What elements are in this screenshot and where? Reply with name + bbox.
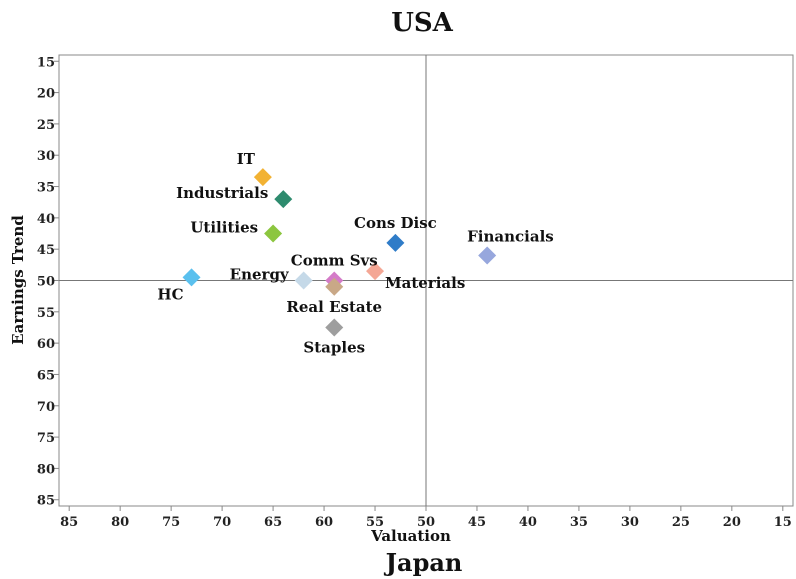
y-tick-label: 35 [37,181,55,196]
x-tick-label: 55 [366,515,384,530]
x-tick-label: 75 [162,515,180,530]
y-axis-title: Earnings Trend [9,215,27,345]
label-cons-disc: Cons Disc [354,214,437,232]
point-real-estate [325,277,344,296]
point-energy [294,271,313,290]
label-materials: Materials [385,274,465,292]
x-tick-label: 40 [519,515,537,530]
x-tick-label: 25 [672,515,690,530]
y-tick-label: 15 [37,55,55,70]
y-tick-label: 25 [37,118,55,133]
x-tick-label: 50 [417,515,435,530]
point-materials [366,262,385,281]
x-tick-label: 70 [213,515,231,530]
x-axis-title: Valuation [370,527,451,545]
point-it [253,168,272,187]
y-tick-label: 30 [37,149,55,164]
y-tick-label: 20 [37,87,55,102]
y-tick-label: 65 [37,368,55,383]
y-tick-label: 55 [37,306,55,321]
data-points [182,168,497,337]
point-industrials [274,190,293,209]
point-hc [182,268,201,287]
point-financials [478,246,497,265]
label-industrials: Industrials [176,184,268,202]
x-tick-label: 15 [774,515,792,530]
point-cons-disc [386,233,405,252]
point-labels: IT Industrials Utilities Cons Disc Financial… [157,150,553,356]
x-tick-label: 60 [315,515,333,530]
point-utilities [264,224,283,243]
y-tick-label: 40 [37,212,55,227]
label-it: IT [237,150,256,168]
x-tick-label: 30 [621,515,639,530]
label-financials: Financials [467,227,554,245]
x-tick-label: 65 [264,515,282,530]
label-energy: Energy [230,266,290,284]
chart-subtitle: Japan [384,548,463,577]
x-tick-label: 80 [111,515,129,530]
label-real-estate: Real Estate [286,298,382,316]
chart-title: USA [391,8,453,38]
y-tick-label: 75 [37,431,55,446]
label-hc: HC [157,285,183,303]
y-tick-label: 50 [37,275,55,290]
y-tick-label: 80 [37,462,55,477]
x-tick-label: 20 [723,515,741,530]
x-axis-ticks: 85 80 75 70 65 60 55 50 45 40 35 30 25 20 15 [60,506,792,530]
point-staples [325,318,344,337]
x-tick-label: 85 [60,515,78,530]
x-tick-label: 35 [570,515,588,530]
y-tick-label: 85 [37,494,55,509]
label-staples: Staples [303,338,365,356]
label-comm-svs: Comm Svs [291,252,378,270]
y-axis-ticks: 15 20 25 30 35 40 45 50 55 60 65 70 75 80 85 [37,55,59,509]
y-tick-label: 60 [37,337,55,352]
y-tick-label: 45 [37,243,55,258]
y-tick-label: 70 [37,400,55,415]
x-tick-label: 45 [468,515,486,530]
label-utilities: Utilities [190,219,258,237]
reference-lines [59,55,793,506]
